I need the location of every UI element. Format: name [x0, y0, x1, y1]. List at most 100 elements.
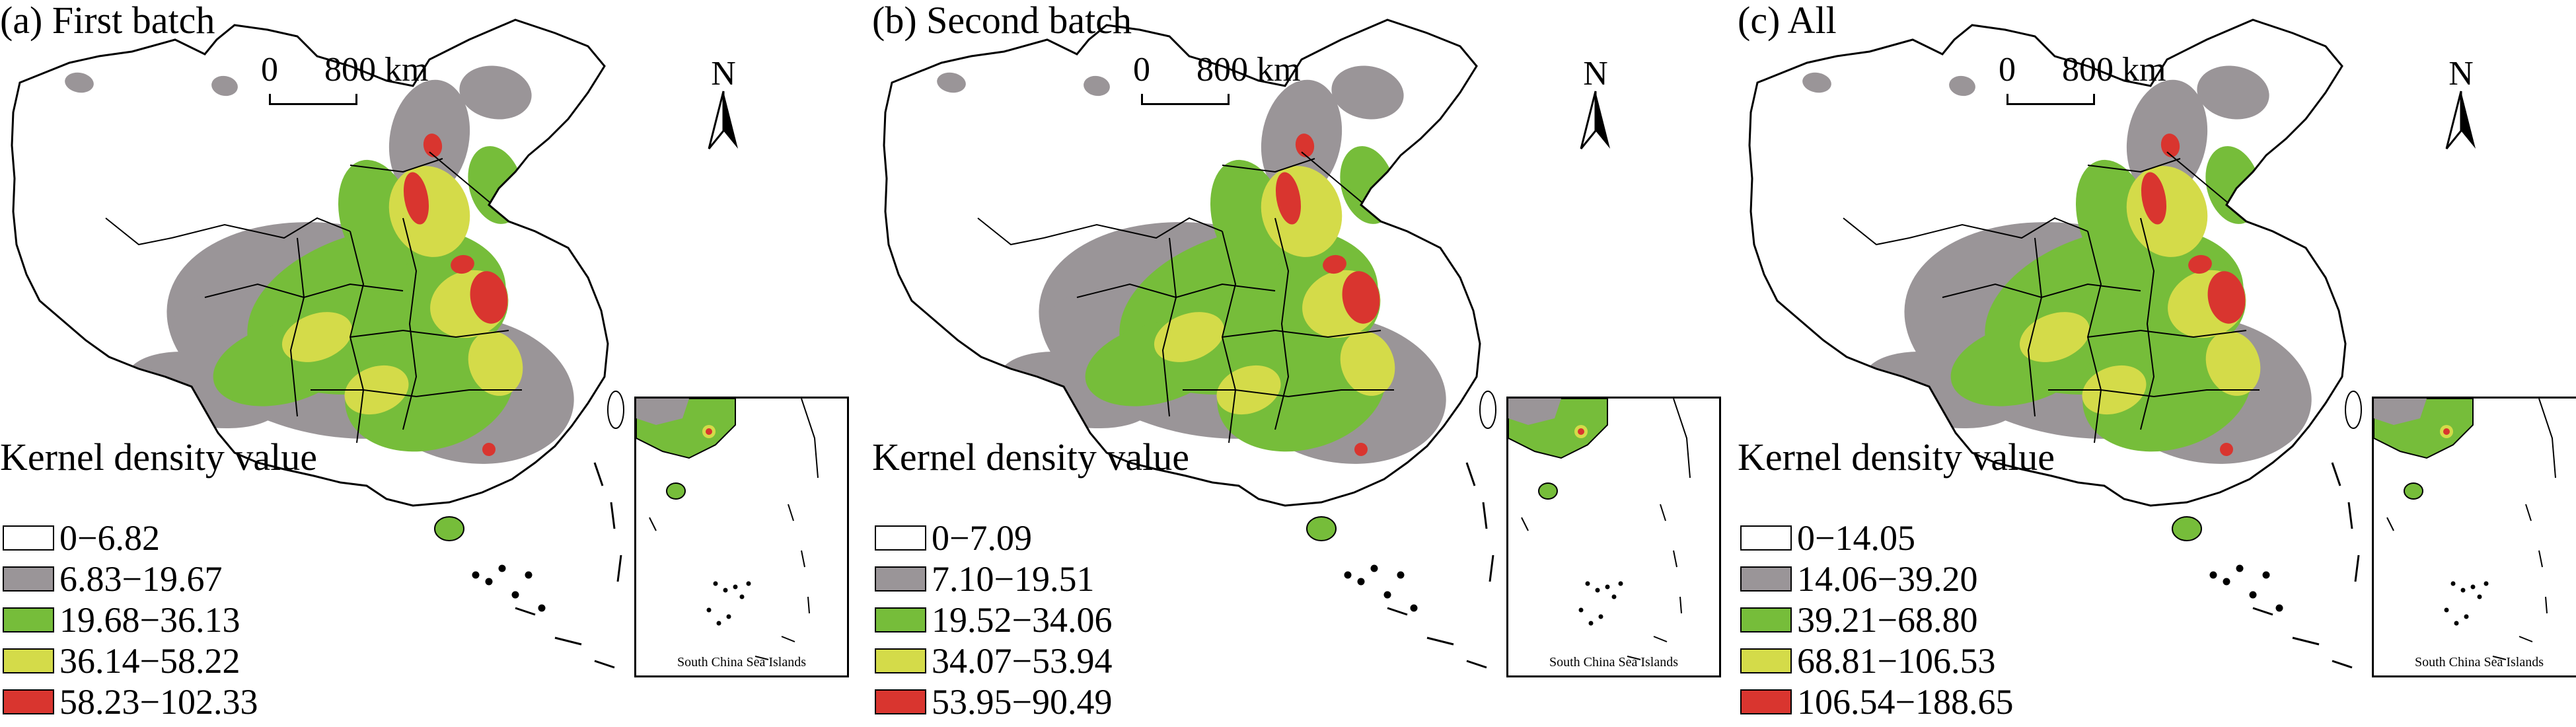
north-arrow: N — [1569, 53, 1622, 155]
province-boundary — [1909, 217, 2088, 239]
province-boundary — [289, 237, 305, 417]
legend-swatch-class4 — [875, 648, 926, 673]
south-china-sea-inset: South China Sea Islands — [2372, 397, 2576, 677]
maritime-boundary-dash — [554, 636, 582, 646]
scale-zero-label: 0 — [1133, 51, 1150, 89]
inset-zone — [2443, 428, 2450, 435]
island-dot — [472, 571, 480, 579]
island-dot — [498, 564, 506, 572]
kernel-density-map — [883, 19, 1496, 669]
inset-island-dot — [2464, 614, 2469, 619]
island-dot — [1357, 578, 1365, 586]
density-zone — [65, 72, 94, 93]
legend-swatch-class3 — [3, 607, 54, 632]
inset-dash — [1521, 517, 1529, 531]
province-boundary — [2048, 389, 2260, 398]
inset-island-dot — [2444, 607, 2449, 613]
province-boundary — [171, 217, 351, 239]
province-boundary — [350, 329, 509, 338]
hainan-island — [2172, 516, 2202, 541]
taiwan-island — [1479, 391, 1496, 429]
legend-title: Kernel density value — [0, 436, 317, 478]
scale-bar-line — [2006, 94, 2095, 105]
legend-swatch-class1 — [875, 525, 926, 551]
inset-coast-line — [801, 399, 819, 478]
legend-swatch-class5 — [875, 689, 926, 714]
inset-island-dot — [723, 588, 728, 593]
map-panel-a: (a) First batch 0 800 km N Kernel densit… — [0, 0, 859, 727]
kernel-density-map — [11, 19, 624, 669]
legend-swatch-class3 — [875, 607, 926, 632]
inset-island-dot — [739, 594, 745, 599]
legend-swatch-class3 — [1740, 607, 1792, 632]
province-boundary — [1183, 389, 1394, 398]
island-dot — [2223, 578, 2230, 586]
inset-zone — [1508, 399, 1561, 425]
country-outline — [1748, 19, 2347, 507]
density-zone — [1802, 72, 1831, 93]
island-dot — [2236, 564, 2244, 572]
legend-swatch-class1 — [3, 525, 54, 551]
legend-swatch-class2 — [3, 566, 54, 592]
inset-dash — [788, 504, 794, 521]
inset-island-dot — [1578, 607, 1584, 613]
map-panel-c: (c) All 0 800 km N Kernel density value … — [1738, 0, 2576, 727]
maritime-boundary-dash — [2292, 636, 2320, 646]
province-boundary — [2027, 237, 2043, 417]
taiwan-island — [2345, 391, 2362, 429]
island-dot — [2209, 571, 2217, 579]
inset-dash — [2386, 517, 2394, 531]
scale-bar: 0 800 km — [261, 51, 428, 118]
province-boundary — [1222, 158, 1315, 173]
density-zone — [1949, 75, 1975, 96]
north-arrow: N — [2435, 53, 2487, 155]
island-dot — [2262, 571, 2270, 579]
scale-distance-label: 800 km — [2062, 51, 2166, 89]
inset-island-dot — [716, 621, 721, 626]
inset-island-dot — [746, 581, 751, 586]
province-boundary — [105, 217, 172, 246]
density-zone — [2205, 331, 2261, 396]
hainan-island — [434, 516, 464, 541]
map-panel-b: (b) Second batch 0 800 km N Kernel densi… — [872, 0, 1731, 727]
density-zone — [1154, 312, 1225, 362]
panel-title: (a) First batch — [0, 0, 215, 42]
inset-hainan — [2404, 482, 2423, 500]
scale-zero-label: 0 — [261, 51, 278, 89]
province-boundary — [311, 389, 522, 398]
density-zone — [482, 443, 496, 456]
density-zone — [1275, 172, 1302, 225]
density-zone — [1084, 75, 1110, 96]
island-dot — [1370, 564, 1378, 572]
inset-island-dot — [2454, 621, 2459, 626]
inset-hainan — [666, 482, 686, 500]
island-dot — [525, 571, 533, 579]
inset-coast-line — [2538, 399, 2556, 478]
inset-dash — [1653, 636, 1668, 642]
legend-swatch-class2 — [1740, 566, 1792, 592]
kernel-density-map — [1748, 19, 2362, 669]
density-zone — [468, 331, 523, 396]
inset-zone — [636, 399, 689, 425]
scale-bar-line — [269, 94, 357, 105]
maritime-boundary-dash — [2331, 462, 2341, 486]
density-zone — [470, 271, 508, 324]
country-outline — [883, 19, 1481, 507]
maritime-boundary-dash — [2252, 607, 2273, 616]
scale-bar: 0 800 km — [1999, 52, 2166, 118]
inset-island-dot — [733, 584, 738, 590]
density-zone — [423, 134, 443, 157]
south-china-sea-inset: South China Sea Islands — [1506, 397, 1721, 677]
legend-swatch-class2 — [875, 566, 926, 592]
island-dot — [2275, 604, 2283, 612]
density-zone — [281, 312, 353, 362]
inset-hainan — [1538, 482, 1558, 500]
inset-dash — [754, 656, 769, 660]
inset-dash — [807, 596, 810, 614]
density-zone — [1354, 443, 1368, 456]
maritime-boundary-dash — [2347, 502, 2353, 529]
north-arrow: N — [697, 53, 750, 155]
maritime-boundary-dash — [593, 462, 604, 486]
density-zone — [2188, 254, 2212, 274]
north-label: N — [1583, 55, 1608, 93]
